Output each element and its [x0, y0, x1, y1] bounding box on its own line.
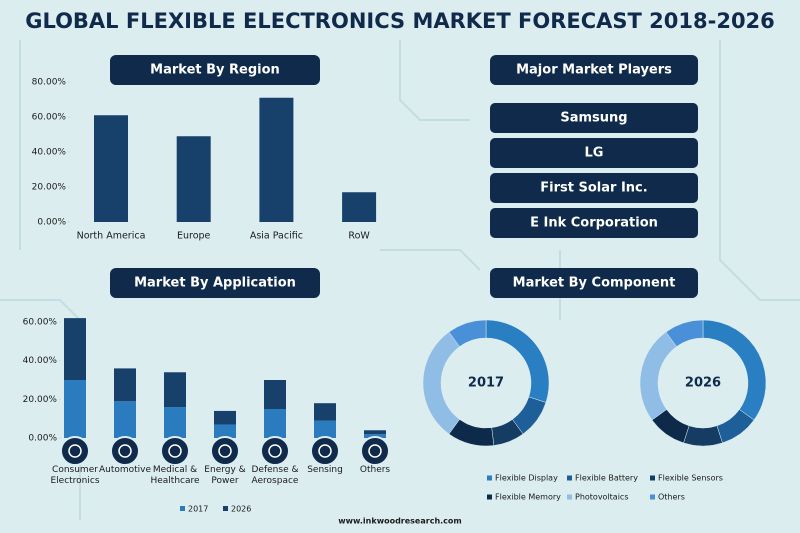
bar-segment — [364, 430, 386, 435]
x-tick-label: Medical & Healthcare — [150, 465, 200, 486]
bar-segment — [314, 403, 336, 421]
legend-swatch — [487, 475, 492, 481]
bar — [342, 192, 377, 222]
legend-swatch — [180, 506, 185, 511]
player-box — [490, 208, 698, 238]
page-title: GLOBAL FLEXIBLE ELECTRONICS MARKET FOREC… — [25, 9, 775, 33]
y-tick-label: 80.00% — [32, 78, 67, 88]
bar-segment — [214, 424, 236, 438]
bar-segment — [264, 380, 286, 409]
bar-segment — [164, 407, 186, 438]
bar-segment — [264, 409, 286, 438]
x-tick-label: Automotive — [98, 465, 152, 475]
player-box — [490, 103, 698, 133]
legend-swatch — [650, 475, 655, 481]
category-label-box: Medical & Healthcare — [150, 465, 200, 486]
section-header — [490, 268, 698, 298]
legend-label: 2026 — [231, 505, 251, 514]
legend-swatch — [223, 506, 228, 511]
legend-label: Others — [658, 493, 685, 502]
x-tick-label: North America — [77, 231, 146, 242]
player-name: E Ink Corporation — [530, 216, 658, 231]
player-box — [490, 138, 698, 168]
legend-label: Flexible Display — [495, 474, 558, 483]
section-title: Market By Region — [150, 63, 280, 78]
category-icon — [110, 436, 140, 466]
category-label-box: Defense & Aerospace — [251, 465, 299, 486]
section-header — [110, 268, 320, 298]
y-tick-label: 20.00% — [32, 183, 67, 193]
legend-label: Flexible Sensors — [658, 474, 723, 483]
legend-swatch — [567, 494, 572, 500]
category-icon — [310, 436, 340, 466]
category-icon-detail — [118, 444, 132, 458]
y-tick-label: 40.00% — [23, 356, 58, 366]
bar — [259, 97, 294, 222]
legend-label: 2017 — [188, 505, 208, 514]
category-icon-detail — [318, 444, 332, 458]
section-header — [490, 55, 698, 85]
category-icon — [360, 436, 390, 466]
donut-center-label: 2026 — [685, 376, 721, 391]
player-name: Samsung — [560, 111, 627, 126]
player-box — [490, 173, 698, 203]
x-tick-label: Energy & Power — [204, 465, 246, 486]
x-tick-label: Sensing — [307, 465, 343, 475]
donut-segment — [448, 319, 487, 347]
x-tick-label: Asia Pacific — [250, 231, 303, 242]
category-icon — [210, 436, 240, 466]
section-title: Market By Application — [134, 276, 296, 291]
legend-label: Flexible Memory — [495, 493, 561, 502]
section-title: Market By Component — [513, 276, 676, 291]
category-icon-detail — [368, 444, 382, 458]
bar-segment — [64, 380, 86, 438]
bar-segment — [114, 401, 136, 438]
x-tick-label: Consumer Electronics — [50, 465, 100, 486]
y-tick-label: 60.00% — [32, 113, 67, 123]
category-icon — [160, 436, 190, 466]
bar-segment — [164, 372, 186, 408]
x-tick-label: Europe — [177, 231, 211, 242]
category-label-box: Consumer Electronics — [50, 465, 100, 486]
x-tick-label: Defense & Aerospace — [251, 465, 299, 486]
bar — [176, 136, 211, 222]
legend-label: Photovoltaics — [575, 493, 629, 502]
section-title: Major Market Players — [516, 63, 672, 78]
legend-swatch — [567, 475, 572, 481]
category-icon-detail — [168, 444, 182, 458]
category-label-box: Others — [359, 465, 391, 475]
donut-segment — [683, 425, 723, 447]
y-tick-label: 20.00% — [23, 395, 58, 405]
legend-swatch — [487, 494, 492, 500]
category-icon — [260, 436, 290, 466]
category-icon-detail — [268, 444, 282, 458]
category-icon — [60, 436, 90, 466]
x-tick-label: RoW — [348, 231, 370, 242]
donut-center-label: 2017 — [468, 376, 504, 391]
bar-segment — [214, 410, 236, 425]
category-label-box: Energy & Power — [204, 465, 246, 486]
y-tick-label: 60.00% — [23, 318, 58, 328]
y-tick-label: 0.00% — [28, 434, 57, 444]
category-label-box: Sensing — [307, 465, 343, 475]
bar — [94, 115, 128, 222]
y-tick-label: 40.00% — [32, 148, 67, 158]
legend-swatch — [650, 494, 655, 500]
player-name: LG — [585, 146, 604, 161]
player-name: First Solar Inc. — [540, 181, 647, 196]
legend-label: Flexible Battery — [575, 474, 638, 483]
bar-segment — [64, 318, 86, 380]
donut-segment — [665, 319, 704, 347]
x-tick-label: Others — [359, 465, 391, 475]
category-icon-detail — [218, 444, 232, 458]
section-header — [110, 55, 320, 85]
website: www.inkwoodresearch.com — [338, 517, 462, 526]
bar-segment — [314, 420, 336, 438]
y-tick-label: 0.00% — [37, 218, 66, 228]
bar-segment — [114, 368, 136, 402]
category-label-box: Automotive — [98, 465, 152, 475]
category-icon-detail — [68, 444, 82, 458]
